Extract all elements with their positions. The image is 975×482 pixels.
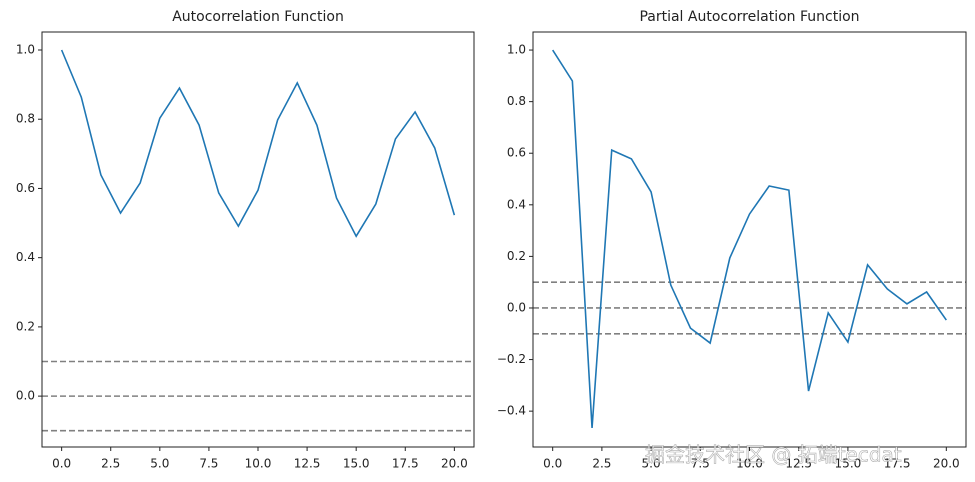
- y-tick-label: 0.8: [16, 112, 35, 126]
- y-tick-label: −0.2: [497, 352, 526, 366]
- chart-title: Partial Autocorrelation Function: [639, 9, 859, 25]
- x-tick-label: 0.0: [52, 457, 71, 471]
- plot-frame: [41, 31, 475, 448]
- y-tick-label: 0.6: [507, 146, 526, 160]
- x-tick-label: 12.5: [785, 457, 812, 471]
- plot-frame: [532, 31, 967, 448]
- x-tick-label: 20.0: [933, 457, 960, 471]
- x-tick-label: 15.0: [343, 457, 370, 471]
- chart-title: Autocorrelation Function: [172, 9, 344, 25]
- x-tick-label: 5.0: [150, 457, 169, 471]
- y-tick-label: 0.8: [507, 94, 526, 108]
- data-line: [552, 49, 947, 428]
- y-tick-label: 0.2: [507, 249, 526, 263]
- y-tick-label: 0.0: [16, 389, 35, 403]
- y-tick-label: 0.6: [16, 181, 35, 195]
- data-line: [60, 49, 456, 238]
- y-tick-label: 1.0: [507, 43, 526, 57]
- x-tick-label: 20.0: [441, 457, 468, 471]
- x-tick-label: 5.0: [642, 457, 661, 471]
- y-tick-label: 0.0: [507, 300, 526, 314]
- x-tick-label: 2.5: [592, 457, 611, 471]
- y-tick-label: 0.4: [16, 250, 35, 264]
- y-tick-label: 1.0: [16, 42, 35, 56]
- x-tick-label: 2.5: [101, 457, 120, 471]
- x-tick-label: 7.5: [691, 457, 710, 471]
- y-tick-label: −0.4: [497, 404, 526, 418]
- y-tick-label: 0.4: [507, 197, 526, 211]
- x-tick-label: 7.5: [199, 457, 218, 471]
- x-tick-label: 10.0: [736, 457, 763, 471]
- x-tick-label: 12.5: [294, 457, 321, 471]
- x-tick-label: 10.0: [245, 457, 272, 471]
- x-tick-label: 15.0: [835, 457, 862, 471]
- x-tick-label: 17.5: [392, 457, 419, 471]
- x-tick-label: 17.5: [884, 457, 911, 471]
- y-tick-label: 0.2: [16, 319, 35, 333]
- watermark: 掘金技术社区 @ 拓端tecdat: [645, 443, 902, 467]
- x-tick-label: 0.0: [543, 457, 562, 471]
